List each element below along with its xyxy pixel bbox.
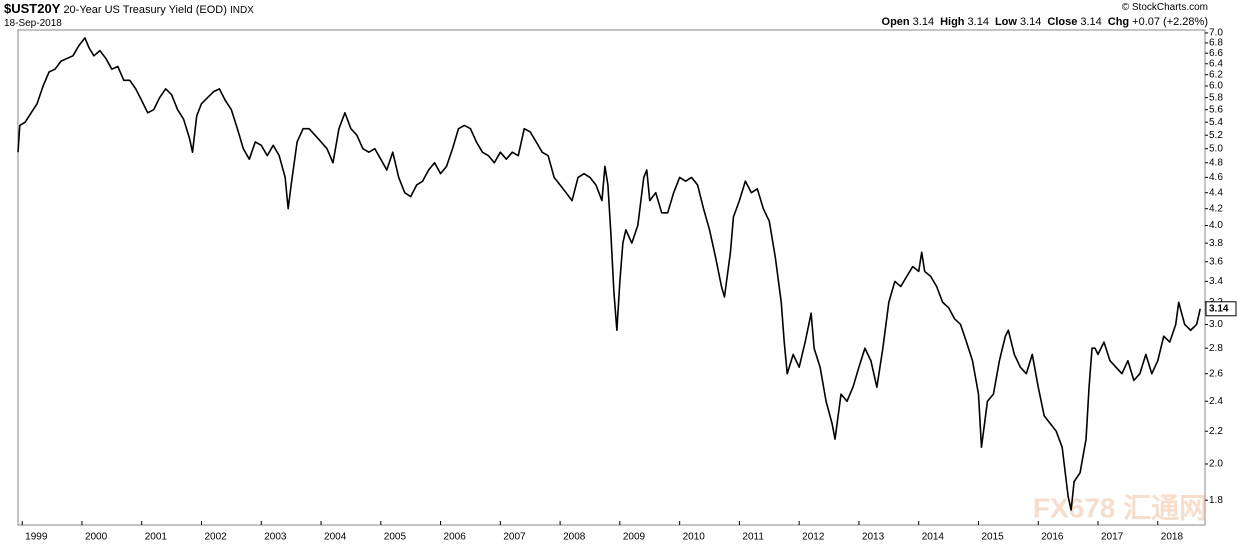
stat-label: Low <box>994 16 1017 28</box>
y-tick-label: 5.0 <box>1209 143 1223 154</box>
x-tick-label: 2005 <box>384 532 407 543</box>
y-tick-label: 2.0 <box>1209 459 1223 470</box>
x-tick-label: 2018 <box>1161 532 1184 543</box>
watermark: FX678 汇通网 <box>1033 492 1207 523</box>
y-tick-label: 6.6 <box>1209 48 1223 59</box>
symbol: $UST20Y <box>4 1 61 16</box>
y-tick-label: 6.4 <box>1209 58 1223 69</box>
stats: Open 3.14 High 3.14 Low 3.14 Close 3.14 Chg +0.07… <box>876 16 1208 28</box>
exchange: INDX <box>229 5 254 16</box>
header-left: $UST20Y 20-Year US Treasury Yield (EOD) … <box>4 1 254 16</box>
x-tick-label: 2012 <box>802 532 825 543</box>
x-tick-label: 2014 <box>922 532 945 543</box>
x-tick-label: 2008 <box>563 532 586 543</box>
y-tick-label: 4.0 <box>1209 220 1223 231</box>
date: 18-Sep-2018 <box>4 18 62 29</box>
x-tick-label: 2006 <box>444 532 467 543</box>
y-tick-label: 4.6 <box>1209 172 1223 183</box>
last-value-label: 3.14 <box>1209 303 1229 314</box>
x-tick-label: 2003 <box>264 532 287 543</box>
y-tick-label: 3.8 <box>1209 238 1223 249</box>
stat-label: Open <box>881 16 910 28</box>
y-tick-label: 3.4 <box>1209 276 1223 287</box>
y-tick-label: 5.4 <box>1209 117 1223 128</box>
x-tick-label: 2010 <box>683 532 706 543</box>
stat-value: 3.14 <box>967 16 989 28</box>
stat-value: 3.14 <box>912 16 935 28</box>
source: © StockCharts.com <box>1121 2 1208 13</box>
stat-value: 3.14 <box>1080 16 1102 28</box>
y-tick-label: 3.0 <box>1209 319 1223 330</box>
y-tick-label: 4.4 <box>1209 187 1223 198</box>
y-tick-label: 5.6 <box>1209 104 1223 115</box>
x-tick-label: 2004 <box>324 532 347 543</box>
y-tick-label: 2.6 <box>1209 368 1223 379</box>
y-tick-label: 1.8 <box>1209 495 1223 506</box>
x-tick-label: 2017 <box>1101 532 1124 543</box>
y-tick-label: 6.2 <box>1209 69 1223 80</box>
x-tick-label: 2007 <box>503 532 526 543</box>
y-tick-label: 5.8 <box>1209 92 1223 103</box>
y-tick-label: 6.0 <box>1209 81 1223 92</box>
stat-label: Chg <box>1107 16 1130 28</box>
x-tick-label: 2001 <box>145 532 168 543</box>
plot-frame <box>17 29 1206 526</box>
stat-label: Close <box>1047 16 1078 28</box>
x-tick-label: 2002 <box>204 532 227 543</box>
last-value-box <box>1205 301 1237 317</box>
price-line <box>17 37 1201 511</box>
y-tick-label: 2.2 <box>1209 426 1223 437</box>
stat-value: 3.14 <box>1019 16 1042 28</box>
y-tick-label: 6.8 <box>1209 38 1223 49</box>
stat-label: High <box>940 16 965 28</box>
y-tick-label: 5.2 <box>1209 130 1223 141</box>
x-tick-label: 2016 <box>1041 532 1064 543</box>
x-tick-label: 2011 <box>742 532 764 543</box>
y-tick-label: 7.0 <box>1209 28 1223 39</box>
x-tick-label: 2013 <box>862 532 885 543</box>
y-tick-label: 2.4 <box>1209 396 1223 407</box>
x-tick-label: 2000 <box>85 532 108 543</box>
y-tick-label: 3.6 <box>1209 256 1223 267</box>
y-tick-label: 4.8 <box>1209 157 1223 168</box>
x-tick-label: 1999 <box>25 532 48 543</box>
stat-value: +0.07 (+2.28%) <box>1132 16 1208 28</box>
chart-title: 20-Year US Treasury Yield (EOD) <box>63 4 227 16</box>
x-tick-label: 2015 <box>981 532 1004 543</box>
y-tick-label: 4.2 <box>1209 203 1223 214</box>
y-tick-label: 2.8 <box>1209 343 1223 354</box>
x-tick-label: 2009 <box>623 532 646 543</box>
